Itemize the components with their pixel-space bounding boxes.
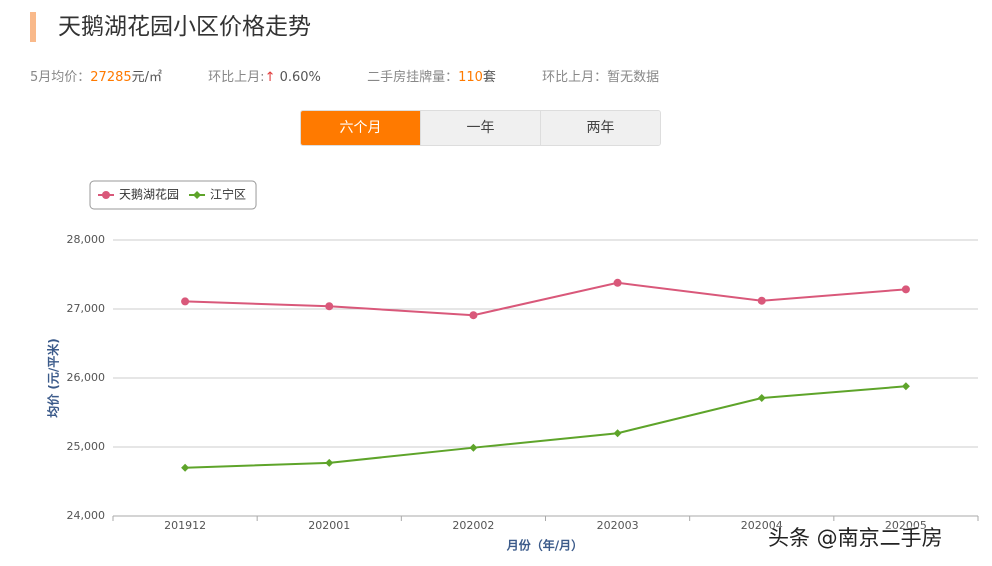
legend-marker (193, 191, 202, 199)
y-tick-label: 25,000 (67, 440, 106, 453)
page-title: 天鹅湖花园小区价格走势 (30, 12, 311, 42)
legend-marker (102, 191, 110, 199)
point (901, 285, 910, 294)
point (469, 311, 478, 320)
y-axis-label: 均价 (元/平米) (46, 338, 61, 418)
x-tick-label: 202005 (885, 519, 927, 532)
point (181, 463, 190, 472)
stat-label: 环比上月: (208, 70, 265, 85)
y-tick-label: 28,000 (67, 233, 106, 246)
stat-value: 暂无数据 (607, 70, 660, 85)
stat-unit: 套 (482, 70, 496, 85)
point (469, 443, 478, 452)
stat: 5月均价：27285元/㎡ (30, 70, 162, 85)
stat: 环比上月:↑ 0.60% (208, 70, 321, 85)
legend: 天鹅湖花园 江宁区 (89, 180, 257, 210)
point (613, 278, 622, 287)
point (325, 302, 334, 311)
stat-arrow: ↑ (264, 70, 276, 85)
stat-label: 二手房挂牌量： (367, 70, 459, 85)
stats-bar: 5月均价：27285元/㎡ 环比上月:↑ 0.60% 二手房挂牌量：110套 环… (30, 66, 701, 85)
stat: 二手房挂牌量：110套 (367, 70, 496, 85)
x-axis-label: 月份（年/月） (506, 538, 583, 553)
point (325, 458, 334, 467)
series-line (185, 281, 906, 317)
series-line (185, 385, 906, 469)
watermark: 头条 @南京二手房 (768, 526, 943, 550)
stat-value: 0.60% (279, 70, 321, 85)
legend-label: 天鹅湖花园 (119, 187, 179, 202)
x-tick-label: 202003 (597, 519, 639, 532)
stat-label: 环比上月： (542, 70, 608, 85)
point (613, 429, 622, 438)
tab[interactable]: 一年 (420, 111, 540, 145)
stat-unit: 元/㎡ (131, 70, 163, 85)
point (901, 382, 910, 391)
tab[interactable]: 六个月 (301, 111, 420, 145)
y-tick-label: 24,000 (67, 509, 106, 522)
x-tick-label: 202001 (308, 519, 350, 532)
y-tick-label: 27,000 (67, 302, 106, 315)
legend-box (89, 180, 257, 210)
tab[interactable]: 两年 (540, 111, 660, 145)
stat-value: 27285 (90, 70, 132, 85)
x-tick-label: 202004 (741, 519, 783, 532)
x-tick-label: 202002 (452, 519, 494, 532)
point (757, 394, 766, 403)
stat-value: 110 (458, 70, 483, 85)
x-tick-label: 201912 (164, 519, 206, 532)
tab-bar: 六个月 一年 两年 (300, 110, 661, 146)
stat-label: 5月均价： (30, 70, 91, 85)
legend-label: 江宁区 (210, 187, 246, 202)
stat: 环比上月：暂无数据 (542, 70, 659, 85)
point (757, 296, 766, 305)
y-tick-label: 26,000 (67, 371, 106, 384)
point (181, 297, 190, 306)
